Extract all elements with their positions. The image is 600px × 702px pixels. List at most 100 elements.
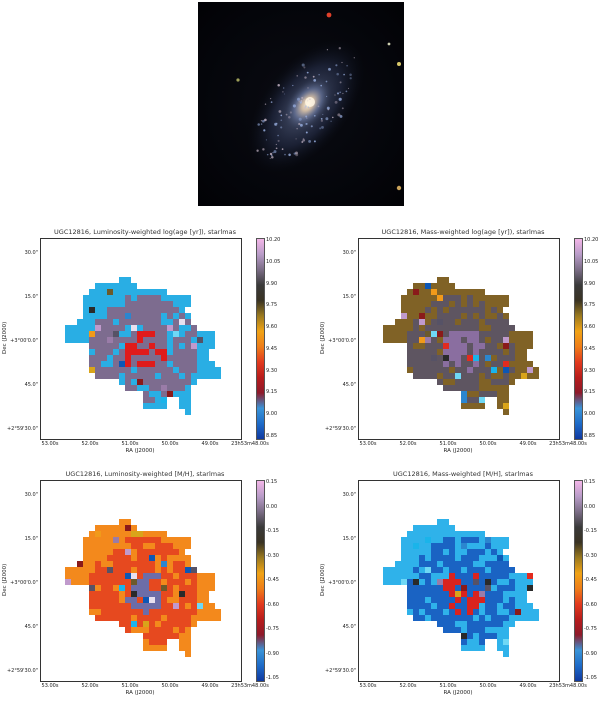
spaxel — [113, 289, 119, 295]
spaxel — [407, 343, 413, 349]
spaxel — [503, 621, 509, 627]
spaxel — [137, 367, 143, 373]
spaxel — [167, 609, 173, 615]
spaxel — [467, 349, 473, 355]
spaxel — [179, 591, 185, 597]
spaxel — [203, 337, 209, 343]
spaxel — [101, 543, 107, 549]
spaxel — [527, 361, 533, 367]
spaxel — [155, 349, 161, 355]
spaxel — [131, 349, 137, 355]
spaxel — [401, 573, 407, 579]
spaxel — [497, 633, 503, 639]
spaxel — [95, 585, 101, 591]
spaxel — [407, 361, 413, 367]
spaxel — [473, 355, 479, 361]
spaxel — [137, 349, 143, 355]
spaxel — [83, 537, 89, 543]
spaxel — [443, 367, 449, 373]
galaxy-knot — [277, 84, 280, 87]
spaxel — [137, 361, 143, 367]
spaxel — [437, 561, 443, 567]
spaxel — [401, 313, 407, 319]
map-panel-mass-met: UGC12816, Mass-weighted [M/H], starlmas … — [318, 470, 600, 702]
spaxel — [449, 591, 455, 597]
spaxel — [443, 283, 449, 289]
galaxy-knot — [334, 100, 338, 104]
spaxel — [143, 591, 149, 597]
spaxel — [455, 367, 461, 373]
spaxel — [173, 579, 179, 585]
spaxel — [89, 579, 95, 585]
spaxel — [413, 579, 419, 585]
spaxel — [191, 573, 197, 579]
spaxel — [143, 367, 149, 373]
spaxel — [491, 349, 497, 355]
spaxel — [521, 615, 527, 621]
spaxel — [179, 307, 185, 313]
spaxel — [455, 615, 461, 621]
galaxy-knot — [306, 71, 309, 74]
spaxel — [89, 337, 95, 343]
spaxel — [485, 343, 491, 349]
spaxel — [125, 609, 131, 615]
spaxel — [113, 343, 119, 349]
spaxel — [521, 367, 527, 373]
spaxel — [161, 319, 167, 325]
spaxel — [485, 337, 491, 343]
spaxel — [179, 331, 185, 337]
spaxel — [197, 597, 203, 603]
spaxel — [431, 585, 437, 591]
spaxel — [71, 325, 77, 331]
spaxel — [119, 295, 125, 301]
spaxel — [455, 561, 461, 567]
spaxel — [143, 573, 149, 579]
spaxel — [413, 355, 419, 361]
spaxel — [137, 591, 143, 597]
spaxel — [83, 567, 89, 573]
spaxel — [113, 283, 119, 289]
spaxel — [155, 367, 161, 373]
spaxel — [473, 325, 479, 331]
spaxel — [101, 289, 107, 295]
spaxel — [167, 379, 173, 385]
spaxel — [77, 337, 83, 343]
spaxel — [491, 591, 497, 597]
spaxel — [473, 531, 479, 537]
spaxel — [419, 349, 425, 355]
spaxel — [95, 325, 101, 331]
spaxel — [215, 367, 221, 373]
spaxel — [503, 391, 509, 397]
spaxel — [425, 373, 431, 379]
spaxel — [485, 591, 491, 597]
spaxel — [509, 573, 515, 579]
spaxel — [125, 313, 131, 319]
spaxel — [461, 579, 467, 585]
spaxel — [419, 555, 425, 561]
spaxel — [215, 609, 221, 615]
spaxel — [449, 567, 455, 573]
spaxel — [131, 549, 137, 555]
spaxel — [173, 385, 179, 391]
spaxel — [89, 543, 95, 549]
spaxel — [95, 373, 101, 379]
spaxel — [407, 549, 413, 555]
spaxel — [185, 319, 191, 325]
spaxel — [173, 367, 179, 373]
galaxy-knot — [307, 87, 309, 89]
spaxel — [419, 295, 425, 301]
spaxel — [479, 645, 485, 651]
spaxel — [455, 289, 461, 295]
spaxel — [209, 367, 215, 373]
spaxel — [173, 585, 179, 591]
spaxel — [443, 519, 449, 525]
spaxel — [497, 543, 503, 549]
y-tick-label: 15.0" — [342, 294, 356, 300]
spaxel — [461, 397, 467, 403]
x-axis-label: RA (J2000) — [443, 690, 473, 696]
spaxel — [419, 313, 425, 319]
spaxel — [461, 373, 467, 379]
spaxel — [497, 379, 503, 385]
spaxel — [179, 627, 185, 633]
galaxy-knot — [262, 148, 265, 151]
